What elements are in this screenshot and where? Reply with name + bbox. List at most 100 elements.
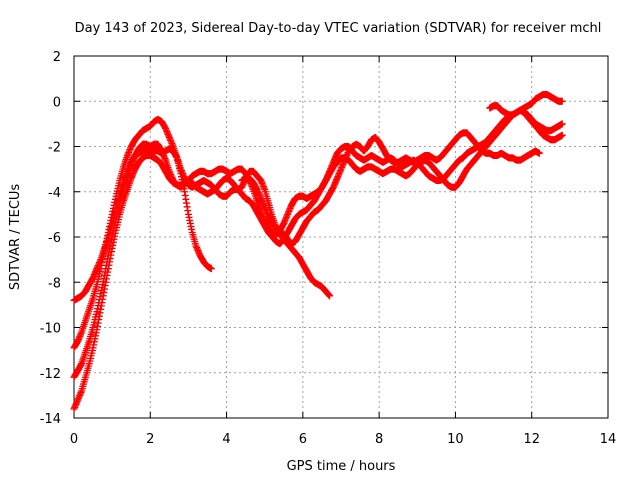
data-point-marker <box>250 202 258 210</box>
data-point-marker <box>334 149 342 157</box>
data-point-marker <box>483 142 491 150</box>
data-point-marker <box>326 169 334 177</box>
data-point-marker <box>120 195 128 203</box>
data-point-marker <box>429 164 437 172</box>
y-tick-label: -4 <box>48 186 61 201</box>
data-point-marker <box>238 191 246 199</box>
data-point-marker <box>231 182 239 190</box>
y-tick-label: 2 <box>53 50 61 65</box>
data-point-marker <box>345 157 353 165</box>
y-tick-label: -10 <box>40 322 61 337</box>
data-point-marker <box>471 155 479 163</box>
data-point-marker <box>155 141 163 149</box>
data-point <box>207 265 215 273</box>
data-point-marker <box>345 146 353 154</box>
axis-ticks <box>73 55 609 419</box>
data-point-marker <box>90 292 98 300</box>
data-point-marker <box>433 168 441 176</box>
data-point-marker <box>113 224 121 232</box>
data-point-marker <box>307 201 315 209</box>
data-point-marker <box>78 358 86 366</box>
y-tick-label: -14 <box>40 412 61 427</box>
data-point-marker <box>319 284 327 292</box>
data-point-marker <box>464 130 472 138</box>
data-point-marker <box>464 164 472 172</box>
data-point-marker <box>498 124 506 132</box>
data-point-marker <box>307 212 315 220</box>
data-point-marker <box>265 214 273 222</box>
chart-title: Day 143 of 2023, Sidereal Day-to-day VTE… <box>75 21 602 36</box>
data-point-marker <box>380 146 388 154</box>
data-point-marker <box>116 174 124 182</box>
y-tick-label: 0 <box>53 95 61 110</box>
data-point-marker <box>97 302 105 310</box>
data-point-marker <box>303 216 311 224</box>
data-point-marker <box>94 322 102 330</box>
data-point-marker <box>128 141 136 149</box>
data-point-marker <box>280 231 288 239</box>
data-point-marker <box>494 103 502 111</box>
data-point-marker <box>254 187 262 195</box>
data-point-marker <box>441 149 449 157</box>
data-point-marker <box>288 221 296 229</box>
data-point-marker <box>223 192 231 200</box>
data-point-marker <box>277 227 285 235</box>
data-point-marker <box>296 254 304 262</box>
data-point-marker <box>406 169 414 177</box>
data-point-marker <box>74 336 82 344</box>
data-series <box>70 90 566 413</box>
data-point-marker <box>296 230 304 238</box>
data-point-marker <box>460 153 468 161</box>
data-point <box>558 131 566 139</box>
data-point-marker <box>212 185 220 193</box>
data-point-marker <box>490 133 498 141</box>
data-point <box>326 292 334 300</box>
data-point-marker <box>193 244 201 252</box>
x-tick-label: 6 <box>299 432 307 447</box>
data-point-marker <box>158 119 166 127</box>
data-point-marker <box>494 128 502 136</box>
data-point-marker <box>322 288 330 296</box>
data-point-marker <box>246 198 254 206</box>
data-point-marker <box>475 143 483 151</box>
data-point-marker <box>235 186 243 194</box>
data-point-marker <box>265 229 273 237</box>
data-point-marker <box>238 166 246 174</box>
data-point-marker <box>425 159 433 167</box>
data-point-marker <box>105 225 113 233</box>
data-point-marker <box>116 208 124 216</box>
x-tick-label: 12 <box>523 432 540 447</box>
data-point-marker <box>303 205 311 213</box>
data-point-marker <box>135 130 143 138</box>
data-point-marker <box>166 135 174 143</box>
data-point-marker <box>525 112 533 120</box>
data-point-marker <box>132 164 140 172</box>
data-point-marker <box>94 263 102 271</box>
data-point-marker <box>299 261 307 269</box>
x-tick-label: 0 <box>70 432 78 447</box>
data-point-marker <box>322 196 330 204</box>
data-point <box>558 97 566 105</box>
data-point-marker <box>132 135 140 143</box>
data-point-marker <box>120 161 128 169</box>
data-point-marker <box>528 99 536 107</box>
data-point-marker <box>135 144 143 152</box>
data-point-marker <box>162 169 170 177</box>
data-point-marker <box>261 188 269 196</box>
data-point-marker <box>372 134 380 142</box>
data-point-marker <box>261 205 269 213</box>
data-point-marker <box>361 146 369 154</box>
data-point-marker <box>319 201 327 209</box>
data-point-marker <box>376 139 384 147</box>
data-point-marker <box>383 152 391 160</box>
x-tick-label: 10 <box>447 432 464 447</box>
data-point-marker <box>277 239 285 247</box>
data-point-marker <box>200 259 208 267</box>
data-point-marker <box>303 268 311 276</box>
x-axis-label: GPS time / hours <box>287 459 396 474</box>
x-tick-label: 2 <box>146 432 154 447</box>
data-point-marker <box>486 137 494 145</box>
data-point-marker <box>78 291 86 299</box>
data-point-marker <box>330 182 338 190</box>
data-point-marker <box>299 223 307 231</box>
